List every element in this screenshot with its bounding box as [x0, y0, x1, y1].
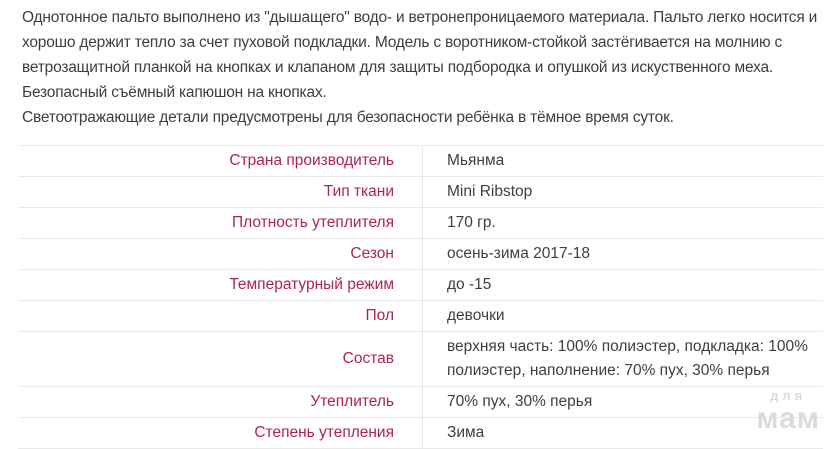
spec-label: Степень утепления: [18, 418, 423, 448]
spec-row-country: Страна производитель Мьянма: [18, 146, 823, 177]
spec-value: Зима: [447, 424, 485, 441]
description-paragraph-2: Светоотражающие детали предусмотрены для…: [22, 109, 674, 126]
spec-value: верхняя часть: 100% полиэстер, подкладка…: [447, 338, 808, 379]
spec-value: девочки: [447, 307, 505, 324]
spec-label: Пол: [18, 301, 423, 331]
spec-value: Mini Ribstop: [447, 183, 533, 200]
spec-row-filler: Утеплитель 70% пух, 30% перья: [18, 387, 823, 418]
watermark-line-dlya: для: [770, 388, 807, 403]
spec-row-season: Сезон осень-зима 2017-18: [18, 239, 823, 270]
spec-row-warmth-level: Степень утепления Зима: [18, 418, 823, 449]
spec-value: Мьянма: [447, 152, 505, 169]
spec-row-temperature: Температурный режим до -15: [18, 270, 823, 301]
spec-label: Утеплитель: [18, 387, 423, 417]
site-watermark: для мам: [756, 389, 820, 434]
specs-table: Страна производитель Мьянма Тип ткани Mi…: [18, 145, 823, 449]
spec-label: Тип ткани: [18, 177, 423, 207]
spec-label: Состав: [18, 332, 423, 386]
spec-label: Плотность утеплителя: [18, 208, 423, 238]
spec-label: Страна производитель: [18, 146, 423, 176]
spec-value: 170 гр.: [447, 214, 496, 231]
spec-row-composition: Состав верхняя часть: 100% полиэстер, по…: [18, 332, 823, 387]
spec-row-fabric-type: Тип ткани Mini Ribstop: [18, 177, 823, 208]
watermark-line-mam: мам: [756, 402, 820, 435]
spec-value: осень-зима 2017-18: [447, 245, 591, 262]
product-description: Однотонное пальто выполнено из "дышащего…: [22, 5, 824, 130]
spec-row-gender: Пол девочки: [18, 301, 823, 332]
spec-label: Сезон: [18, 239, 423, 269]
spec-value: до -15: [447, 276, 492, 293]
spec-value: 70% пух, 30% перья: [447, 393, 593, 410]
spec-row-insulation-density: Плотность утеплителя 170 гр.: [18, 208, 823, 239]
spec-label: Температурный режим: [18, 270, 423, 300]
description-paragraph-1: Однотонное пальто выполнено из "дышащего…: [22, 9, 818, 101]
